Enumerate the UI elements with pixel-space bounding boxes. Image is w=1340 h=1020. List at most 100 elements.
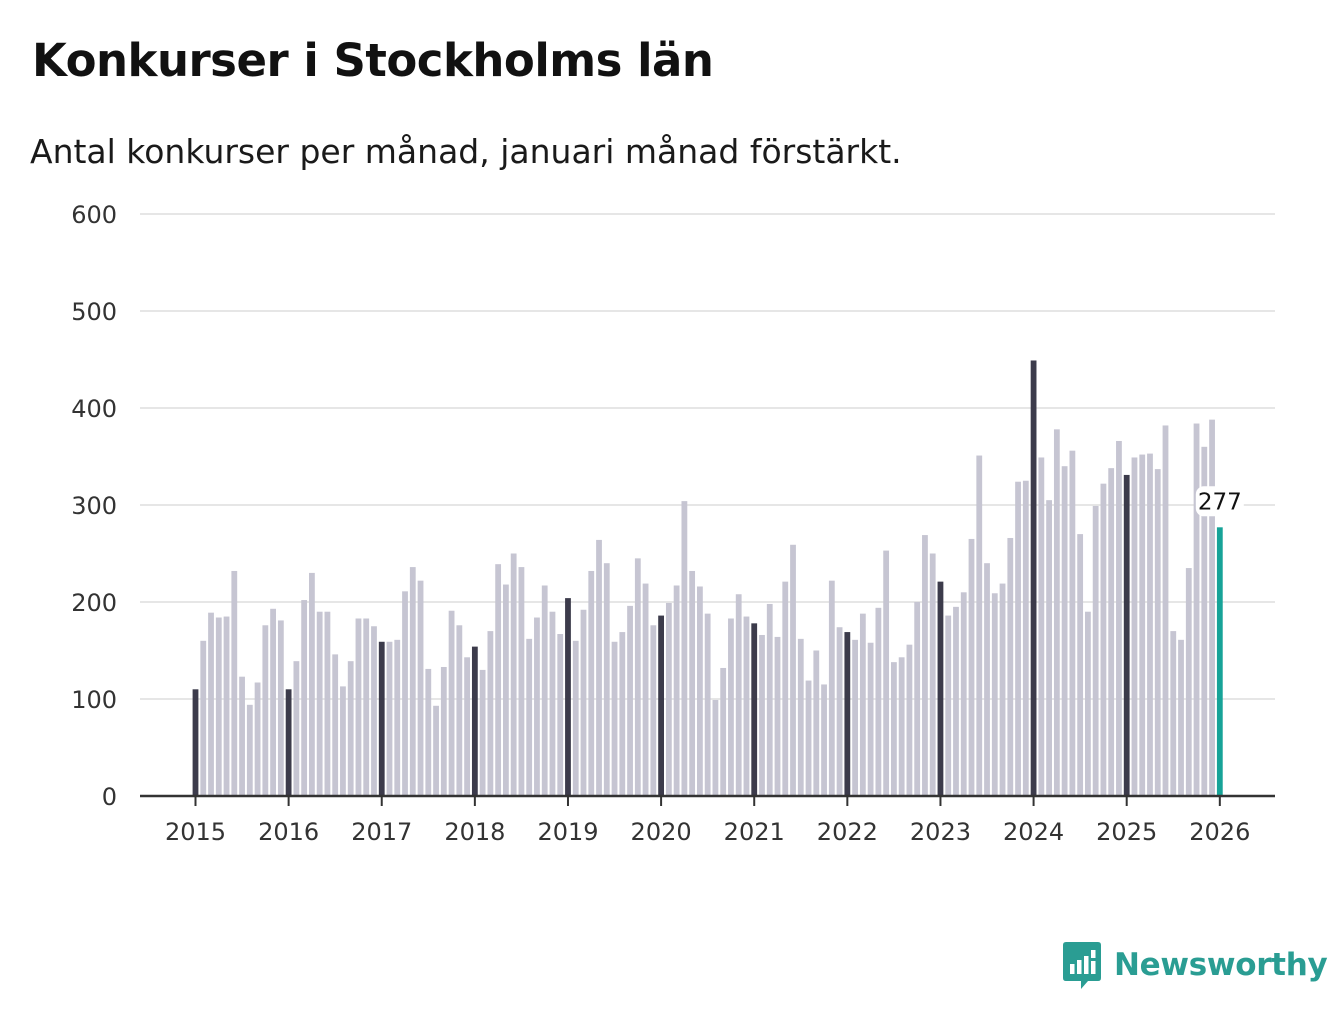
bar [953,606,959,796]
bar [673,585,680,796]
x-tick-label: 2020 [631,818,692,846]
bar [1077,534,1084,796]
bar [355,618,362,796]
bar [945,615,952,796]
bar [448,610,455,796]
bar [1108,468,1115,796]
bar [324,611,331,796]
bar [1170,631,1177,796]
bar [503,584,509,796]
bar [1209,419,1215,796]
bar [409,567,416,796]
bar [735,594,742,796]
bar [456,625,463,796]
x-tick-label: 2023 [910,818,971,846]
bar [1061,466,1068,796]
bar [634,558,641,796]
bar-january [378,641,385,796]
bar [1193,423,1200,796]
y-tick-label: 200 [71,589,117,617]
bar [1185,568,1192,796]
x-axis-tick-labels: 2015 2016 2017 2018 2019 2020 2021 2022 2023 2024… [165,818,1250,846]
bar [759,634,765,796]
bar [1154,469,1161,796]
x-tick-label: 2019 [537,818,598,846]
bar [743,616,750,796]
bar [782,581,789,796]
bar [976,455,983,796]
bar [642,583,649,796]
bar [1069,450,1076,796]
bar [301,600,308,796]
bar [495,564,502,796]
latest-value-label-bg [1195,486,1244,517]
bar [836,627,843,796]
y-tick-label: 400 [71,395,117,423]
bar [665,602,672,796]
chart-title: Konkurser i Stockholms län [32,34,714,87]
bar-january [285,689,292,796]
bar-january [471,646,478,796]
bar [417,580,424,796]
bar [991,593,998,796]
newsworthy-logo: Newsworthy [1062,940,1328,990]
bar [239,676,245,796]
bar [797,638,804,796]
latest-value-annotation: 277 [1195,486,1244,517]
y-tick-label: 600 [71,201,117,229]
bar [549,611,556,796]
bar [603,563,610,796]
bar [1085,611,1091,796]
bar [293,661,300,796]
brand-name: Newsworthy [1114,947,1328,983]
bar-latest [1216,527,1223,796]
bar [1100,483,1107,796]
bar [208,612,214,796]
bar [859,613,866,796]
bar [922,535,928,796]
bar [363,618,370,796]
bar [487,631,494,796]
bar [1131,457,1138,796]
bar [883,550,890,796]
bar [999,583,1006,796]
bar [596,539,602,796]
x-tick-label: 2022 [817,818,878,846]
bar [867,642,874,796]
bar [929,553,936,796]
bar [254,682,261,796]
bar [906,644,913,796]
y-tick-label: 0 [102,783,117,811]
y-tick-label: 300 [71,492,117,520]
latest-value-label: 277 [1198,489,1242,515]
bar [611,641,618,796]
bar [246,704,253,796]
bar-january [937,581,944,796]
bar [1015,481,1021,796]
bar-january [192,689,199,796]
bar [712,699,719,796]
bar [215,617,222,796]
bar [309,572,315,796]
bar [371,626,377,796]
bar [790,544,796,796]
bar [316,611,323,796]
bars [192,360,1223,796]
bar [1116,440,1122,796]
bar [1038,457,1045,796]
bar [534,617,540,796]
y-axis-tick-labels: 0 100 200 300 400 500 600 [71,201,117,811]
bar [821,684,827,796]
bar [332,654,339,796]
bar [200,640,207,796]
bar [728,618,734,796]
bar [1022,480,1029,796]
bar [557,634,564,796]
bar [650,625,657,796]
bar [464,657,470,796]
bar [898,657,905,796]
bar [277,620,284,796]
bar [766,603,773,796]
bar [774,636,781,796]
bar [968,538,975,796]
